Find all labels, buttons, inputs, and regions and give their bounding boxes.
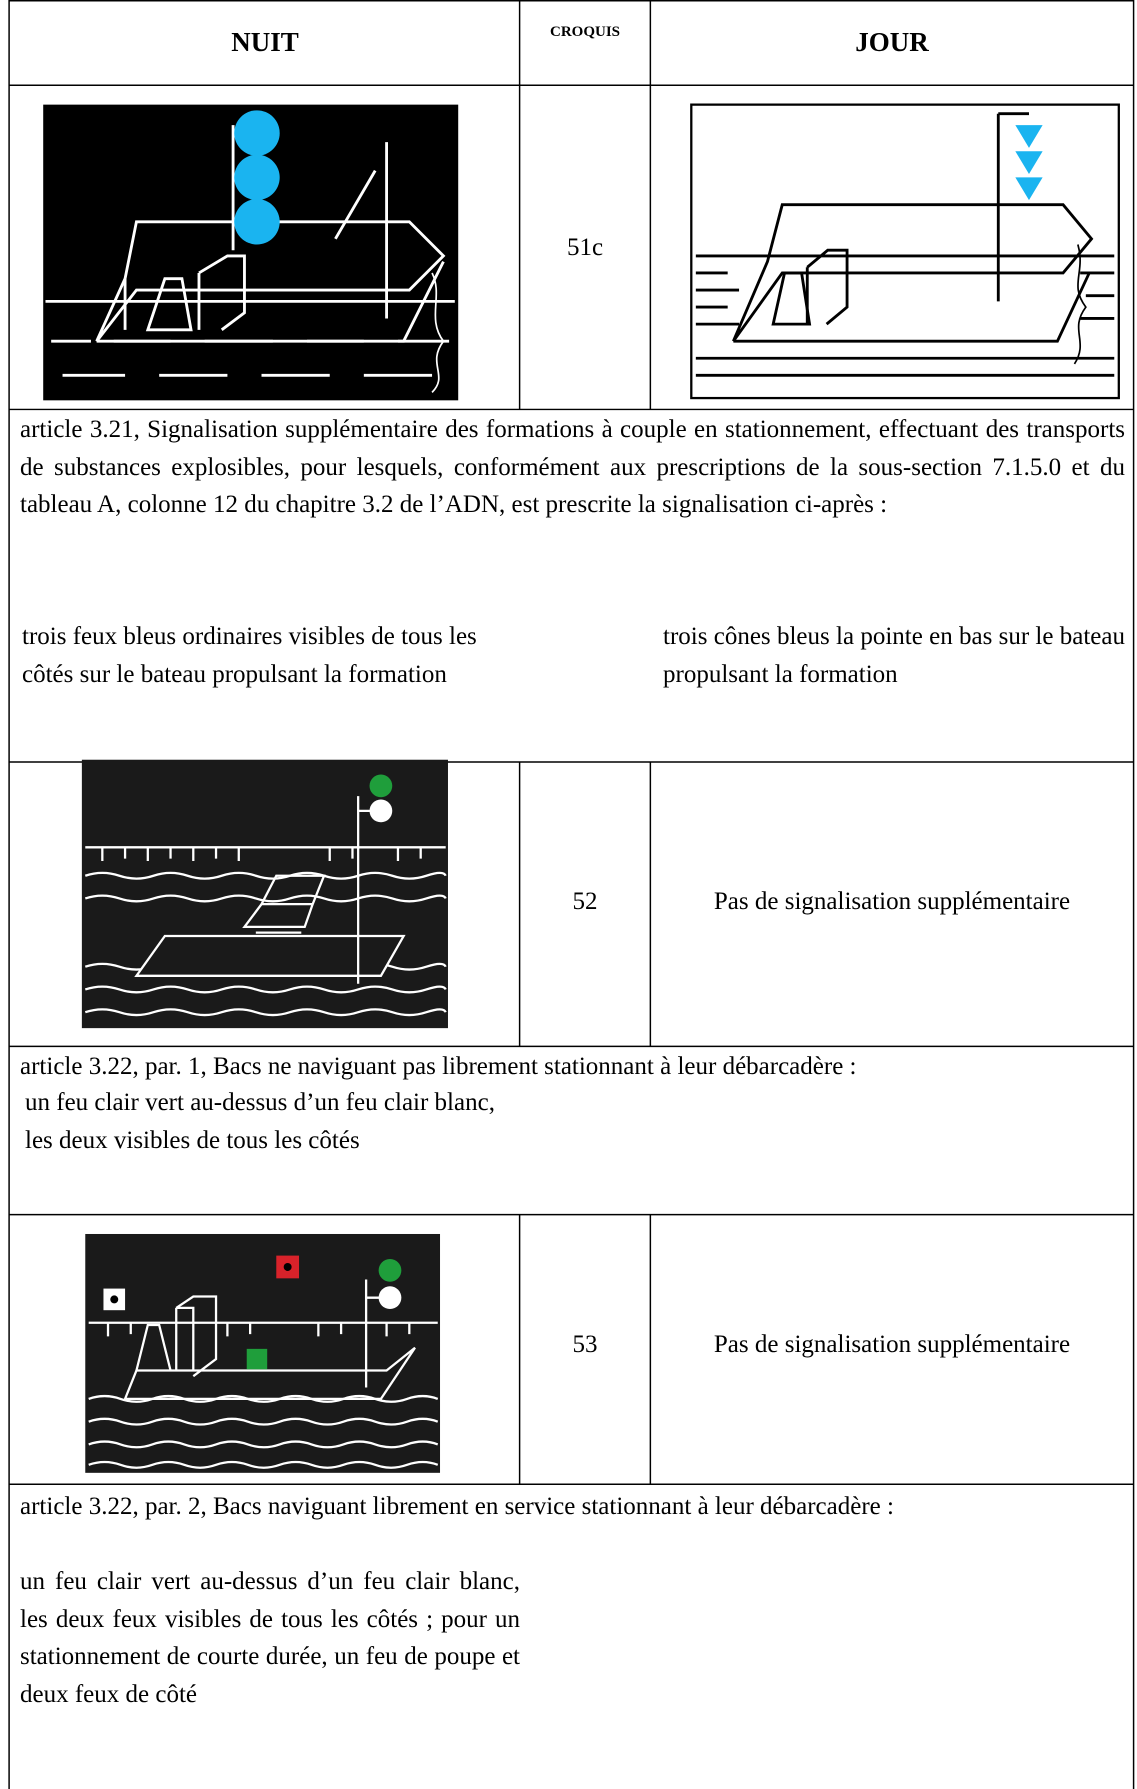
header-croquis: CROQUIS: [549, 24, 620, 40]
jour-text: trois cônes bleus la pointe en bas sur l…: [663, 623, 1125, 688]
jour-text: Pas de signalisation supplémentaire: [713, 888, 1071, 915]
nuit-text: trois feux bleus ordinaires visibles de …: [22, 623, 477, 688]
table-borders: [8, 0, 1135, 1789]
croquis-number: 51c: [566, 234, 604, 261]
illustration-53-nuit: [85, 1233, 441, 1473]
nuit-text: un feu clair vert au-dessus d’un feu cla…: [25, 1089, 495, 1154]
illustration-51c-jour: [690, 103, 1120, 400]
header-jour: JOUR: [855, 27, 929, 57]
header-nuit: NUIT: [231, 27, 299, 57]
croquis-number: 53: [572, 1331, 598, 1358]
article-text: article 3.22, par. 2, Bacs naviguant lib…: [20, 1493, 894, 1520]
illustration-51c-nuit: [43, 104, 459, 401]
nuit-text: un feu clair vert au-dessus d’un feu cla…: [20, 1568, 520, 1708]
article-text: article 3.21, Signalisation supplémentai…: [20, 416, 1125, 518]
croquis-number: 52: [572, 888, 598, 915]
article-text: article 3.22, par. 1, Bacs ne naviguant …: [20, 1053, 857, 1080]
illustration-52-nuit: [81, 759, 448, 1029]
jour-text: Pas de signalisation supplémentaire: [713, 1331, 1071, 1358]
